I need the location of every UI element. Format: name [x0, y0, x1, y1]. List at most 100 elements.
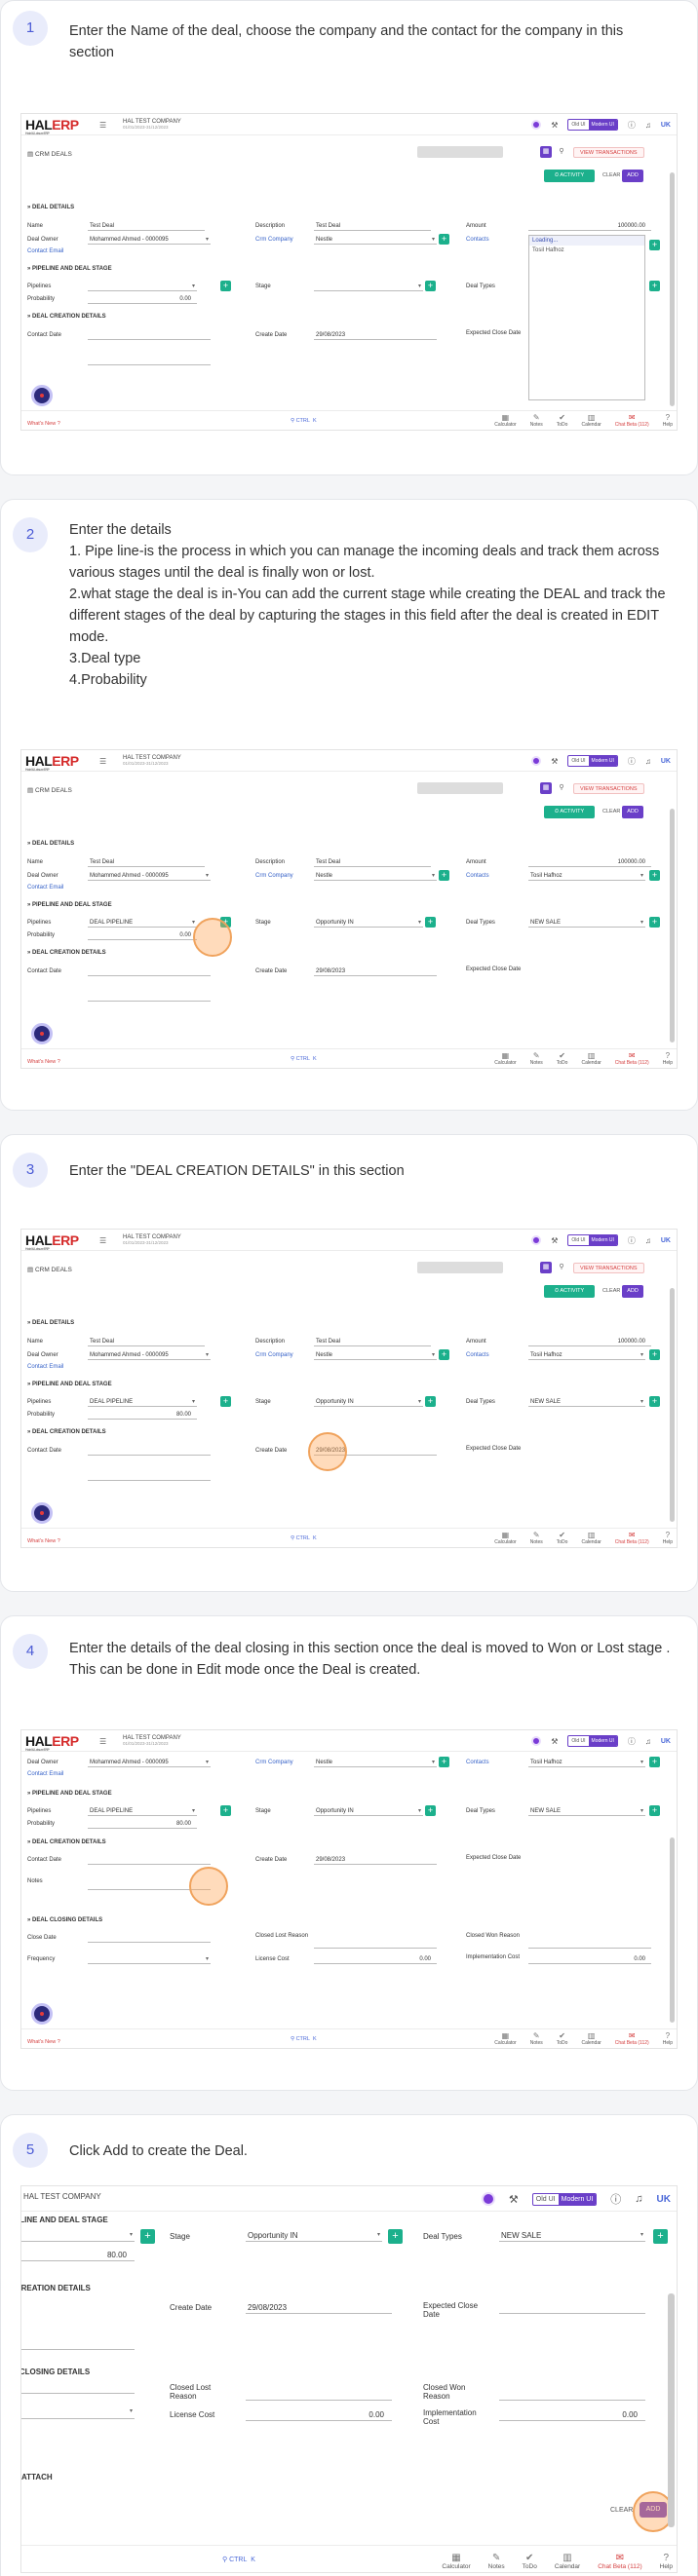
calculator-button[interactable]: ▦ Calculator: [442, 2553, 471, 2570]
add-contact-button[interactable]: +: [649, 1349, 660, 1360]
probability-input[interactable]: 0.00: [88, 930, 197, 940]
close-date-input[interactable]: [21, 2381, 135, 2394]
notes-input[interactable]: [88, 986, 211, 1002]
amount-input[interactable]: 100000.00: [528, 857, 651, 867]
bell-icon[interactable]: ♫: [635, 2193, 643, 2205]
description-input[interactable]: Test Deal: [314, 1337, 431, 1346]
info-icon[interactable]: ⓘ: [627, 1235, 636, 1245]
add-pipeline-button[interactable]: +: [220, 1396, 231, 1407]
hamburger-menu-icon[interactable]: ☰: [99, 1737, 107, 1746]
pipeline-select[interactable]: DEAL PIPELINE: [88, 918, 197, 928]
search-input[interactable]: [417, 1262, 503, 1273]
ctrl-k-shortcut[interactable]: ⚲ CTRL K: [291, 1535, 317, 1541]
hamburger-menu-icon[interactable]: ☰: [99, 121, 107, 130]
view-transactions-button[interactable]: VIEW TRANSACTIONS: [573, 1263, 644, 1273]
view-transactions-button[interactable]: VIEW TRANSACTIONS: [573, 147, 644, 158]
ui-mode-toggle[interactable]: Old UI Modern UI: [567, 119, 618, 131]
deal-types-select[interactable]: NEW SALE: [499, 2229, 645, 2242]
chat-button[interactable]: ✉ Chat Beta (112): [614, 1531, 649, 1545]
clear-button[interactable]: CLEAR: [602, 809, 621, 814]
probability-input[interactable]: 80.00: [88, 1819, 197, 1829]
add-company-button[interactable]: +: [439, 1349, 449, 1360]
add-pipeline-button[interactable]: +: [220, 281, 231, 291]
calendar-button[interactable]: ▥ Calendar: [554, 2553, 581, 2570]
notes-input[interactable]: [88, 1875, 211, 1890]
bell-icon[interactable]: ♫: [644, 756, 651, 766]
tools-icon[interactable]: ⚒: [551, 1736, 559, 1746]
chat-button[interactable]: ✉ Chat Beta (112): [598, 2553, 642, 2570]
calendar-button[interactable]: ▥ Calendar: [581, 413, 601, 428]
notes-button[interactable]: ✎ Notes: [529, 1531, 543, 1545]
company-selector[interactable]: HAL TEST COMPANY 01/01/2023-31/12/2023: [123, 119, 181, 130]
whats-new-link[interactable]: What's New ?: [27, 2039, 60, 2045]
user-avatar[interactable]: UK: [660, 1236, 671, 1244]
ctrl-k-shortcut[interactable]: ⚲ CTRL K: [222, 2557, 255, 2563]
contacts-dropdown[interactable]: Loading... Tosil Hafhoz: [528, 235, 645, 400]
deal-types-select[interactable]: NEW SALE: [528, 918, 645, 928]
name-input[interactable]: Test Deal: [88, 857, 205, 867]
filter-icon[interactable]: ⚲: [556, 146, 567, 158]
chat-button[interactable]: ✉ Chat Beta (112): [614, 1051, 649, 1066]
add-deal-type-button[interactable]: +: [649, 917, 660, 928]
bell-icon[interactable]: ♫: [644, 120, 651, 130]
todo-button[interactable]: ✔ ToDo: [556, 413, 568, 428]
record-icon[interactable]: [31, 1023, 53, 1044]
pipeline-select[interactable]: DEAL PIPELINE: [88, 1397, 197, 1407]
add-button[interactable]: ADD: [622, 1285, 643, 1298]
search-input[interactable]: [417, 782, 503, 794]
amount-input[interactable]: 100000.00: [528, 221, 651, 231]
pipeline-select[interactable]: Pipelines: [21, 2229, 135, 2242]
create-date-input[interactable]: 29/08/2023: [314, 1855, 437, 1865]
record-icon[interactable]: [31, 1502, 53, 1524]
pipeline-select[interactable]: DEAL PIPELINE: [88, 1806, 197, 1816]
pipeline-select[interactable]: [88, 282, 197, 291]
name-input[interactable]: Test Deal: [88, 1337, 205, 1346]
filter-icon[interactable]: ⚲: [556, 1262, 567, 1273]
add-contact-button[interactable]: +: [649, 240, 660, 250]
user-avatar[interactable]: UK: [660, 1737, 671, 1745]
record-icon[interactable]: [31, 2003, 53, 2025]
grid-view-icon[interactable]: ▦: [540, 1262, 552, 1273]
company-selector[interactable]: HAL TEST COMPANY 01/01/2023-31/12/2023: [123, 755, 181, 766]
add-contact-button[interactable]: +: [649, 1757, 660, 1767]
info-icon[interactable]: ⓘ: [627, 1736, 636, 1746]
notes-input[interactable]: [88, 350, 211, 365]
chat-bot-icon[interactable]: [531, 1235, 542, 1245]
add-stage-button[interactable]: +: [388, 2229, 403, 2244]
chat-bot-icon[interactable]: [531, 120, 542, 130]
ctrl-k-shortcut[interactable]: ⚲ CTRL K: [291, 1056, 317, 1062]
closed-lost-input[interactable]: [246, 2381, 392, 2401]
add-deal-type-button[interactable]: +: [653, 2229, 668, 2244]
contact-date-input[interactable]: [88, 330, 211, 340]
amount-input[interactable]: 100000.00: [528, 1337, 651, 1346]
todo-button[interactable]: ✔ ToDo: [556, 1531, 568, 1545]
chat-button[interactable]: ✉ Chat Beta (112): [614, 413, 649, 428]
implementation-cost-input[interactable]: 0.00: [499, 2408, 645, 2421]
notes-button[interactable]: ✎ Notes: [487, 2553, 505, 2570]
user-avatar[interactable]: UK: [656, 2193, 671, 2205]
contacts-select[interactable]: Tosil Hafhoz: [528, 871, 645, 881]
bell-icon[interactable]: ♫: [644, 1235, 651, 1245]
notes-input[interactable]: [21, 2330, 135, 2350]
todo-button[interactable]: ✔ ToDo: [556, 1051, 568, 1066]
add-stage-button[interactable]: +: [425, 1805, 436, 1816]
user-avatar[interactable]: UK: [660, 121, 671, 129]
deal-owner-select[interactable]: Mohammed Ahmed - 0000095: [88, 235, 211, 245]
help-button[interactable]: ? Help: [662, 1531, 673, 1545]
help-button[interactable]: ? Help: [662, 413, 673, 428]
notes-button[interactable]: ✎ Notes: [529, 413, 543, 428]
chat-bot-icon[interactable]: [531, 756, 542, 766]
calculator-button[interactable]: ▦ Calculator: [494, 2031, 517, 2046]
contact-date-input[interactable]: [88, 1446, 211, 1456]
license-cost-input[interactable]: 0.00: [246, 2408, 392, 2421]
scrollbar[interactable]: [670, 1288, 675, 1522]
crm-company-select[interactable]: Nestle: [314, 1758, 437, 1767]
scrollbar[interactable]: [668, 2293, 675, 2527]
probability-input[interactable]: 0.00: [88, 294, 197, 304]
description-input[interactable]: Test Deal: [314, 857, 431, 867]
tools-icon[interactable]: ⚒: [551, 756, 559, 766]
calculator-button[interactable]: ▦ Calculator: [494, 1531, 517, 1545]
deal-owner-select[interactable]: Mohammed Ahmed - 0000095: [88, 871, 211, 881]
deal-types-select[interactable]: NEW SALE: [528, 1806, 645, 1816]
create-date-input[interactable]: 29/08/2023: [314, 330, 437, 340]
